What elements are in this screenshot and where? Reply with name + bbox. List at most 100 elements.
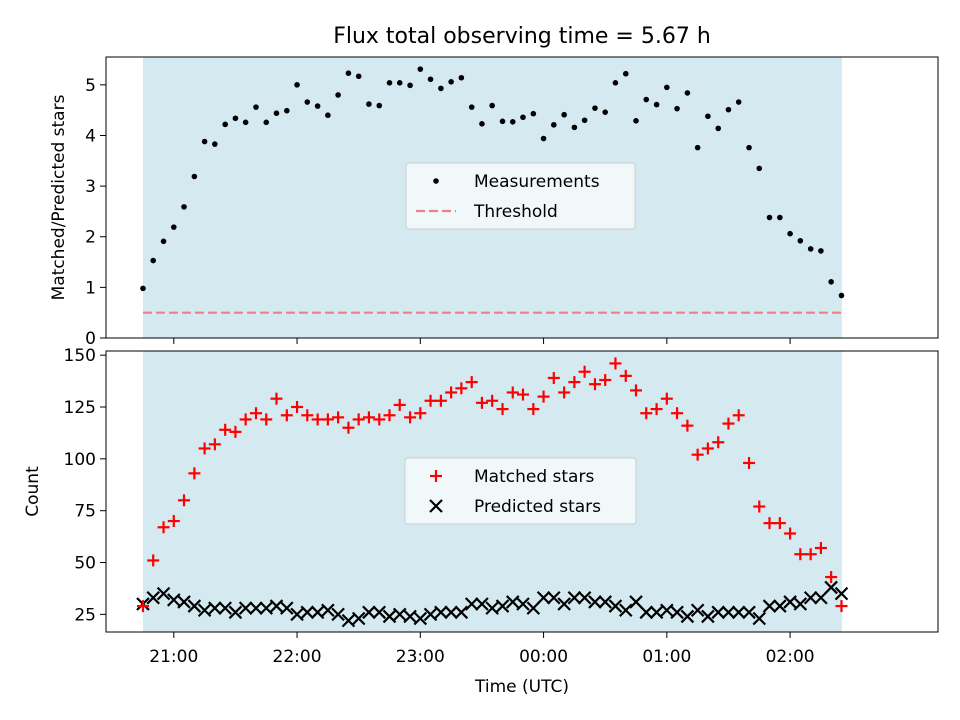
measurement-point [797, 237, 804, 244]
measurement-point [571, 124, 578, 131]
measurement-point [150, 257, 157, 264]
predicted-star-point [362, 605, 376, 620]
predicted-star-point [351, 611, 366, 626]
predicted-star-point [619, 603, 633, 618]
measurement-point [212, 141, 218, 147]
predicted-star-point [228, 605, 243, 620]
predicted-star-point [382, 609, 397, 624]
predicted-star-point [423, 607, 438, 622]
matched-star-point [424, 394, 437, 407]
predicted-star-point [238, 601, 253, 615]
top-y-tick-label: 1 [85, 278, 96, 298]
measurement-point [643, 96, 650, 103]
bottom-x-axis-ticks: 21:00 22:00 23:00 00:00 01:00 02:00 [149, 632, 815, 667]
matched-star-point [599, 374, 612, 387]
predicted-star-point [752, 611, 767, 626]
matched-star-point [393, 398, 406, 411]
predicted-star-point [526, 601, 541, 615]
matched-star-point [681, 419, 694, 432]
measurement-point [304, 99, 311, 105]
chart-title: Flux total observing time = 5.67 h [333, 24, 711, 49]
matched-star-point [362, 411, 375, 424]
matched-star-point [773, 517, 786, 530]
measurement-point [273, 110, 280, 116]
measurement-point [818, 248, 824, 254]
top-plot-frame [105, 56, 939, 339]
bottom-panel: 25 50 75 100 125 150 21:00 22:00 23:00 00:00 01:0… [23, 346, 939, 697]
matched-star-point [321, 413, 334, 426]
x-tick-label: 23:00 [396, 647, 445, 667]
predicted-star-point [711, 605, 726, 620]
measurement-point [376, 102, 383, 109]
matched-star-point [332, 411, 345, 424]
measurement-point [170, 224, 177, 230]
predicted-star-point [690, 603, 705, 618]
predicted-star-point [310, 605, 325, 620]
measurement-point [735, 99, 742, 105]
predicted-star-point [177, 595, 191, 609]
bottom-legend: Matched stars Predicted stars [404, 457, 637, 525]
measurement-point [314, 103, 321, 109]
measurement-point [787, 230, 793, 237]
top-x-axis-ticks [173, 338, 791, 344]
measurement-point [622, 70, 629, 77]
predicted-star-point [413, 611, 428, 626]
matched-star-point [373, 413, 386, 426]
matched-star-point [434, 394, 447, 407]
top-y-tick-label: 5 [85, 76, 96, 96]
matched-star-point [157, 521, 170, 534]
predicted-star-point [670, 605, 684, 620]
matched-star-point [619, 369, 632, 382]
predicted-star-point [598, 595, 612, 609]
bottom-y-tick-label: 150 [64, 346, 96, 366]
measurement-point [284, 107, 290, 114]
x-axis-label: Time (UTC) [474, 677, 569, 697]
matched-star-point [558, 386, 571, 399]
predicted-star-point [218, 601, 232, 615]
measurement-point [355, 73, 362, 80]
measurement-point [458, 74, 465, 81]
predicted-star-point [762, 599, 777, 613]
matched-star-point [671, 407, 684, 420]
predicted-star-point [505, 595, 520, 609]
predicted-star-point [403, 609, 417, 624]
measurement-point [366, 101, 372, 107]
matched-star-point [486, 394, 499, 407]
measurement-point [325, 112, 331, 119]
matched-star-point [496, 403, 509, 416]
matched-star-point [794, 548, 807, 561]
predicted-star-point [434, 605, 448, 620]
legend-marker-matched [430, 470, 442, 482]
measurement-point [684, 90, 691, 96]
predicted-star-point [485, 601, 499, 615]
predicted-star-point [495, 599, 510, 613]
x-tick-label: 22:00 [273, 647, 322, 667]
predicted-star-point [516, 597, 530, 611]
predicted-star-point [156, 586, 171, 601]
measurement-point [612, 80, 619, 86]
matched-star-point [732, 409, 745, 422]
measurement-point [694, 144, 701, 151]
predicted-star-point [773, 599, 787, 613]
matched-star-point [167, 515, 180, 528]
top-y-axis-ticks: 0 1 2 3 4 5 [85, 76, 106, 349]
predicted-star-point [721, 605, 736, 620]
predicted-star-point [464, 597, 479, 611]
measurement-point [345, 70, 352, 77]
matched-star-point [814, 542, 827, 555]
predicted-star-point [300, 605, 315, 620]
matched-star-point [609, 357, 622, 370]
measurement-point [386, 80, 393, 86]
measurement-point [777, 214, 783, 221]
legend-marker-predicted [429, 499, 443, 513]
matched-star-point [188, 467, 201, 480]
matched-star-point [588, 378, 601, 391]
top-panel: 0 1 2 3 4 5 Matched/Predicted stars Measureme… [49, 56, 939, 349]
measurement-point [181, 204, 187, 210]
measurement-point [438, 85, 444, 92]
predicted-star-point [259, 601, 274, 615]
predicted-star-point [629, 595, 643, 609]
x-tick-label: 02:00 [766, 647, 815, 667]
matched-star-point [342, 421, 355, 434]
measurement-point [335, 92, 341, 98]
